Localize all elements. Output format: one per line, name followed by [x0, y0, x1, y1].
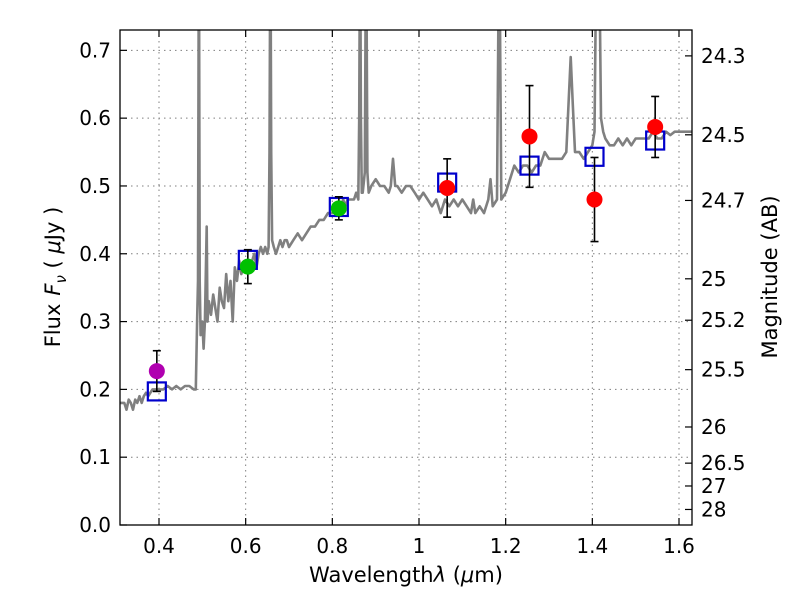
- y-axis-label-subscript: ν: [52, 275, 70, 283]
- observed-point: [521, 128, 538, 145]
- x-axis-label-unit-open: (: [446, 563, 461, 587]
- y2-tick-label: 24.7: [701, 188, 746, 212]
- y2-tick-label: 26: [701, 415, 726, 439]
- y2-tick-label: 25.2: [701, 308, 746, 332]
- x-tick-label: 0.4: [143, 534, 175, 558]
- y2-tick-label: 27: [701, 474, 726, 498]
- y-axis-label-symbol: F: [41, 283, 65, 296]
- x-tick-label: 1: [413, 534, 426, 558]
- y2-tick-label: 25.5: [701, 358, 746, 382]
- y-tick-label: 0.0: [79, 513, 111, 537]
- observed-point: [439, 179, 456, 196]
- y-axis-label-unit-open: (: [41, 254, 65, 276]
- y-axis-label-text: Flux: [41, 304, 65, 348]
- x-axis-label: Wavelengthλ (μm): [309, 563, 503, 587]
- observed-point: [330, 200, 347, 217]
- y-tick-label: 0.7: [79, 38, 111, 62]
- observed-point: [647, 118, 664, 135]
- x-tick-label: 1.2: [490, 534, 522, 558]
- y-axis-label-unit-close: Jy ): [41, 207, 65, 243]
- x-tick-label: 1.4: [576, 534, 608, 558]
- y-axis-label-unit-mu: μ: [41, 240, 65, 254]
- y-tick-label: 0.2: [79, 377, 111, 401]
- y-tick-label: 0.6: [79, 106, 111, 130]
- x-axis-label-unit-close: m): [474, 563, 503, 587]
- observed-photometry-layer: [148, 84, 664, 393]
- observed-point: [239, 258, 256, 275]
- y-tick-label: 0.5: [79, 174, 111, 198]
- x-axis-label-symbol: λ: [433, 563, 446, 587]
- model-photometry-layer: [146, 130, 666, 402]
- y2-tick-label: 26.5: [701, 451, 746, 475]
- x-axis-label-text: Wavelength: [309, 563, 434, 587]
- model-spectrum-line: [120, 30, 692, 412]
- y2-tick-label: 24.3: [701, 44, 746, 68]
- spectrum-layer: [120, 30, 692, 412]
- observed-point: [148, 363, 165, 380]
- y-tick-label: 0.1: [79, 445, 111, 469]
- x-tick-label: 0.8: [316, 534, 348, 558]
- y2-tick-label: 28: [701, 497, 726, 521]
- y2-tick-label: 25: [701, 267, 726, 291]
- y2-tick-label: 24.5: [701, 123, 746, 147]
- y-tick-label: 0.3: [79, 310, 111, 334]
- y2-axis-label: Magnitude (AB): [758, 195, 782, 358]
- x-axis-label-unit-mu: μ: [460, 563, 474, 587]
- plot-frame: [119, 29, 693, 526]
- x-tick-label: 1.6: [663, 534, 695, 558]
- x-tick-label: 0.6: [230, 534, 262, 558]
- axis-ticks: 0.4 0.6 0.8 1 1.2 1.4 1.6 0.0 0.1 0.2 0.3 0.4 0.5 0.6…: [79, 30, 746, 558]
- observed-point: [586, 191, 603, 208]
- y-tick-label: 0.4: [79, 242, 111, 266]
- y-axis-label: Flux Fν ( μJy ): [41, 207, 70, 348]
